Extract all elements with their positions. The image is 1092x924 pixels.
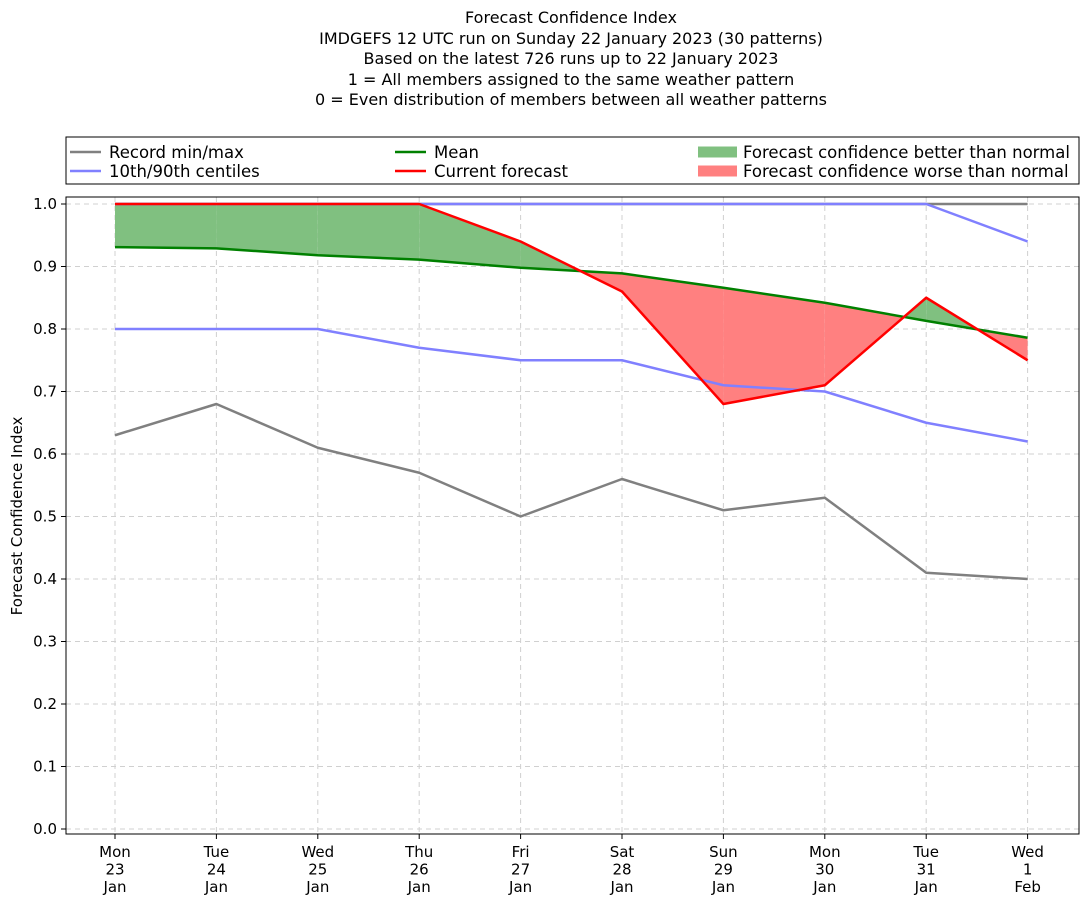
axes: 0.00.10.20.30.40.50.60.70.80.91.0Mon23Ja… [33,195,1044,896]
x-tick-label: Jan [102,878,126,896]
x-tick-label: Jan [305,878,329,896]
x-tick-label: Feb [1014,878,1041,896]
series-line-mean [114,245,1028,339]
chart-subtitle-line: 0 = Even distribution of members between… [314,90,828,110]
y-tick-label: 0.7 [33,383,57,401]
x-tick-label: 23 [105,861,124,879]
legend-patch-swatch [698,165,737,177]
x-tick-label: Jan [711,878,735,896]
legend-label: Record min/max [109,143,244,162]
confidence-fill [824,302,904,386]
x-tick-label: 27 [511,861,530,879]
confidence-fill [622,273,724,404]
y-tick-label: 0.2 [33,695,57,713]
series-lines [114,202,1029,581]
legend-box [65,136,1080,185]
series-line-current [115,202,1029,406]
chart-title: Forecast Confidence Index [465,8,677,27]
x-tick-label: 31 [917,861,936,879]
x-tick-label: 26 [410,861,429,879]
chart-subtitle-line: IMDGEFS 12 UTC run on Sunday 22 January … [319,28,823,48]
series-line-record-min [114,402,1028,581]
y-axis-label: Forecast Confidence Index [8,417,26,616]
legend-label: Forecast confidence better than normal [743,143,1070,162]
y-tick-label: 0.6 [33,445,57,463]
legend-label: Current forecast [434,162,568,181]
confidence-fill [216,204,318,256]
x-tick-label: 24 [207,861,226,879]
y-tick-label: 0.0 [33,820,57,838]
chart-title-block: Forecast Confidence Index IMDGEFS 12 UTC… [0,8,1092,111]
chart-subtitle-line: Based on the latest 726 runs up to 22 Ja… [363,49,779,69]
x-tick-label: Jan [204,878,228,896]
y-tick-label: 0.9 [33,258,57,276]
x-tick-label: Jan [609,878,633,896]
x-tick-label: Wed [301,843,334,861]
confidence-fill [115,204,217,249]
y-tick-label: 0.5 [33,508,57,526]
confidence-fill [317,204,420,260]
y-tick-label: 0.4 [33,570,57,588]
x-tick-label: 30 [815,861,834,879]
x-tick-label: Mon [99,843,131,861]
x-tick-label: 29 [714,861,733,879]
y-tick-label: 1.0 [33,195,57,213]
chart-subtitle-line: 1 = All members assigned to the same wea… [347,69,795,89]
x-tick-label: Jan [812,878,836,896]
legend-patch-swatch [698,146,737,158]
x-tick-label: Sat [610,843,635,861]
x-tick-label: 25 [308,861,327,879]
x-tick-label: Jan [407,878,431,896]
grid [66,197,1079,834]
x-tick-label: Tue [912,843,939,861]
y-tick-label: 0.1 [33,758,57,776]
y-tick-label: 0.3 [33,633,57,651]
confidence-fill [723,287,825,404]
x-tick-label: Fri [512,843,530,861]
confidence-fills [115,204,1028,404]
confidence-fill [419,204,521,268]
plot-frame [65,196,1080,835]
y-tick-label: 0.8 [33,320,57,338]
x-tick-label: 28 [612,861,631,879]
x-tick-label: Jan [914,878,938,896]
x-tick-label: Thu [404,843,433,861]
x-tick-label: Sun [709,843,738,861]
x-tick-label: Wed [1011,843,1044,861]
legend-label: Mean [434,143,479,162]
x-tick-label: Mon [809,843,841,861]
x-tick-label: 1 [1023,861,1033,879]
x-tick-label: Jan [508,878,532,896]
series-line-p10 [115,327,1028,443]
legend-label: 10th/90th centiles [109,162,260,181]
legend-label: Forecast confidence worse than normal [743,162,1069,181]
x-tick-label: Tue [203,843,230,861]
